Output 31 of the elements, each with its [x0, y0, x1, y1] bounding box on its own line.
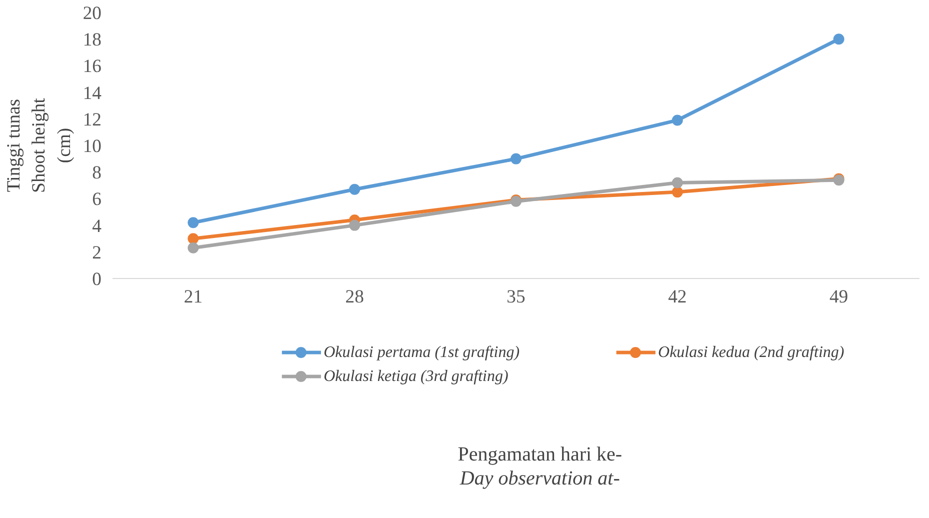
x-tick-label: 28 — [345, 286, 364, 308]
y-tick-label: 18 — [82, 30, 102, 51]
point — [672, 177, 683, 188]
x-tick-label: 21 — [184, 286, 203, 308]
x-tick-label: 42 — [668, 286, 687, 308]
y-tick-label: 8 — [92, 162, 102, 184]
point — [672, 114, 683, 126]
point — [188, 233, 199, 244]
y-tick-label: 2 — [92, 242, 102, 264]
legend-label: Okulasi pertama (1st grafting) — [324, 344, 520, 361]
y-tick-label: 6 — [92, 189, 102, 210]
x-tick-label: 35 — [506, 286, 526, 308]
y-axis-title: Tinggi tunas Shoot height (cm) — [3, 97, 75, 193]
y-tick-label: 4 — [92, 216, 102, 237]
point — [510, 153, 522, 164]
legend-label: Okulasi kedua (2nd grafting) — [658, 344, 844, 361]
point — [188, 217, 199, 228]
text: Pengamatan hari ke- Day observation at- — [458, 444, 622, 490]
point — [833, 34, 844, 45]
legend-label: Okulasi ketiga (3rd grafting) — [324, 368, 508, 385]
y-tick-label: 12 — [82, 109, 102, 130]
y-tick-label: 20 — [82, 3, 102, 24]
y-tick-label: 16 — [82, 56, 102, 78]
point — [349, 220, 360, 231]
point — [188, 242, 199, 254]
y-tick-label: 14 — [82, 82, 102, 104]
x-tick-label: 49 — [829, 286, 848, 308]
y-tick-label: 10 — [82, 136, 102, 157]
y-tick-label: 0 — [92, 269, 102, 290]
point — [349, 184, 360, 195]
point — [672, 186, 683, 198]
